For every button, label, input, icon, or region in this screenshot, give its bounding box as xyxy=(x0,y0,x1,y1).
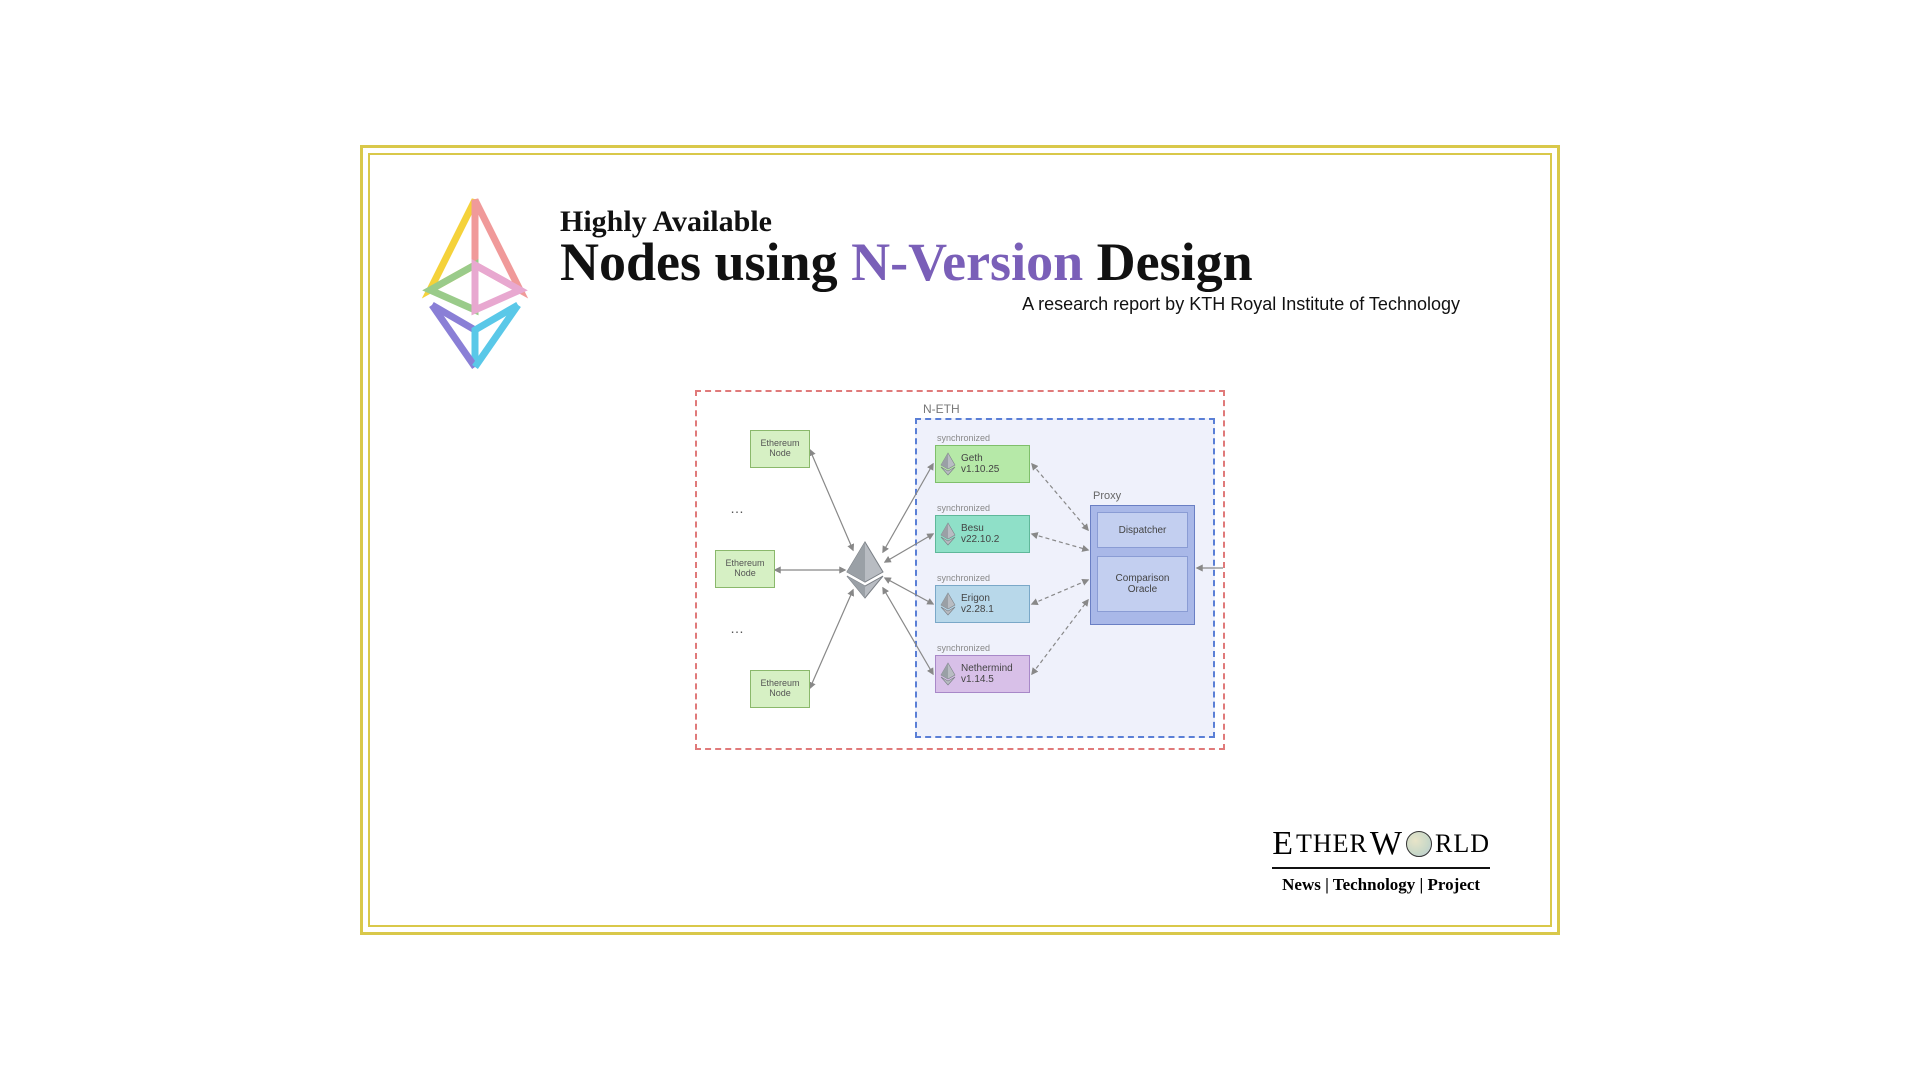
title-accent: N-Version xyxy=(851,232,1083,292)
globe-icon xyxy=(1406,831,1432,857)
proxy-box: Dispatcher Comparison Oracle xyxy=(1090,505,1195,625)
ew-w: W xyxy=(1370,825,1403,863)
sync-label: synchronized xyxy=(937,643,990,653)
main-title: Nodes using N-Version Design xyxy=(560,233,1500,292)
ethereum-node: Ethereum Node xyxy=(750,670,810,708)
ethereum-node: Ethereum Node xyxy=(750,430,810,468)
mini-eth-icon xyxy=(940,452,956,476)
ew-e: E xyxy=(1272,825,1294,863)
sync-label: synchronized xyxy=(937,433,990,443)
header: Highly Available Nodes using N-Version D… xyxy=(420,195,1500,375)
proxy-comparison-oracle: Comparison Oracle xyxy=(1097,556,1188,612)
ethereum-node: Ethereum Node xyxy=(715,550,775,588)
client-geth: Gethv1.10.25 xyxy=(935,445,1030,483)
etherworld-logo: ETHERW RLD News | Technology | Project xyxy=(1272,825,1490,895)
ellipsis: … xyxy=(730,500,744,516)
subtitle: A research report by KTH Royal Institute… xyxy=(560,294,1500,315)
ew-ther: THER xyxy=(1296,829,1368,859)
title-part2: Design xyxy=(1083,232,1253,292)
etherworld-title: ETHERW RLD xyxy=(1272,825,1490,863)
title-part1: Nodes using xyxy=(560,232,851,292)
divider xyxy=(1272,867,1490,869)
client-besu: Besuv22.10.2 xyxy=(935,515,1030,553)
outer-frame: Highly Available Nodes using N-Version D… xyxy=(360,145,1560,935)
ethereum-logo-icon xyxy=(420,195,530,375)
proxy-dispatcher: Dispatcher xyxy=(1097,512,1188,548)
title-block: Highly Available Nodes using N-Version D… xyxy=(560,195,1500,315)
mini-eth-icon xyxy=(940,522,956,546)
architecture-diagram: N-ETH Ethereum Node Ethereum Node Ethereum… xyxy=(695,390,1225,750)
etherworld-tagline: News | Technology | Project xyxy=(1272,875,1490,895)
neth-label: N-ETH xyxy=(923,402,960,416)
client-nethermind: Nethermindv1.14.5 xyxy=(935,655,1030,693)
center-eth-icon xyxy=(845,540,885,600)
mini-eth-icon xyxy=(940,592,956,616)
sync-label: synchronized xyxy=(937,503,990,513)
ellipsis: … xyxy=(730,620,744,636)
inner-frame: Highly Available Nodes using N-Version D… xyxy=(368,153,1552,927)
sync-label: synchronized xyxy=(937,573,990,583)
client-erigon: Erigonv2.28.1 xyxy=(935,585,1030,623)
page: Highly Available Nodes using N-Version D… xyxy=(192,28,1728,1052)
ew-rld: RLD xyxy=(1435,829,1490,859)
proxy-label: Proxy xyxy=(1093,490,1121,502)
mini-eth-icon xyxy=(940,662,956,686)
